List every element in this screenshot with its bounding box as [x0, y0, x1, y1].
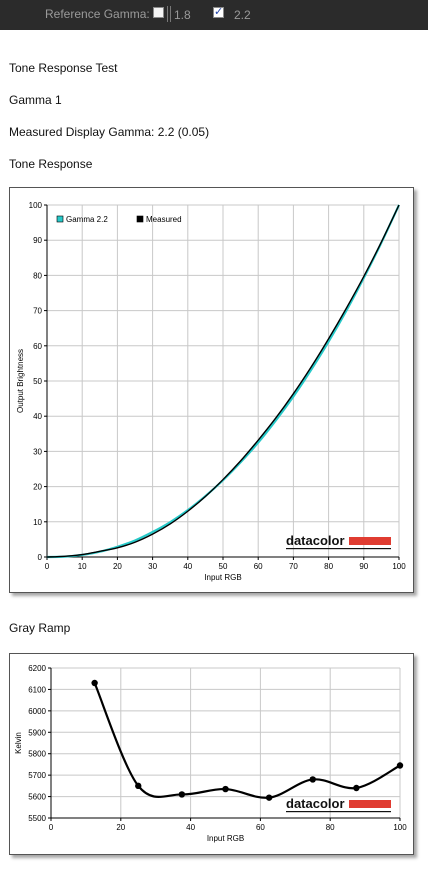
x-tick-label: 50: [219, 562, 228, 571]
x-tick-label: 60: [256, 823, 265, 832]
data-point: [135, 782, 142, 790]
legend-swatch: [136, 215, 144, 223]
gamma-name: Gamma 1: [9, 93, 62, 107]
x-tick-label: 0: [45, 562, 50, 571]
y-axis-label: Kelvin: [14, 732, 23, 754]
y-tick-label: 6200: [28, 664, 46, 673]
datacolor-logo-bar: [349, 800, 391, 808]
data-point: [396, 762, 404, 769]
x-tick-label: 30: [148, 562, 157, 571]
gamma-1-8-label[interactable]: 1.8: [174, 8, 191, 22]
gamma-1-8-checkbox[interactable]: [153, 7, 164, 18]
datacolor-logo: datacolor: [286, 796, 345, 811]
gray-ramp-chart: 0 20 40 60 80 100 5500 5600 5700 5800 5900 6000 6100…: [14, 664, 407, 843]
y-tick-label: 80: [33, 271, 42, 280]
y-tick-label: 0: [38, 553, 43, 562]
gamma-2-2-checkbox[interactable]: [213, 5, 224, 18]
x-axis-label: Input RGB: [204, 573, 241, 582]
data-point: [91, 679, 98, 687]
x-tick-label: 20: [113, 562, 122, 571]
y-tick-label: 5500: [28, 814, 46, 823]
data-point: [353, 784, 360, 792]
x-tick-label: 80: [326, 823, 335, 832]
x-tick-label: 40: [183, 562, 192, 571]
reference-gamma-toolbar: Reference Gamma: 1.8 2.2: [0, 0, 428, 30]
tone-response-chart: 0 10 20 30 40 50 60 70 80 90 100 0 10 20 30 40 50 60 70 80 9…: [16, 201, 406, 582]
gray-ramp-chart-frame: 0 20 40 60 80 100 5500 5600 5700 5800 5900 6000 6100…: [9, 653, 414, 855]
datacolor-logo-bar: [349, 537, 391, 545]
tone-response-chart-frame: 0 10 20 30 40 50 60 70 80 90 100 0 10 20 30 40 50 60 70 80 9…: [9, 187, 414, 593]
y-tick-label: 20: [33, 483, 42, 492]
gamma-2-2-label[interactable]: 2.2: [234, 8, 251, 22]
legend-label: Measured: [146, 215, 182, 224]
y-axis-label: Output Brightness: [16, 349, 25, 413]
y-tick-label: 40: [33, 412, 42, 421]
x-tick-label: 80: [324, 562, 333, 571]
y-tick-label: 90: [33, 236, 42, 245]
test-title: Tone Response Test: [9, 61, 118, 75]
measured-gamma-text: Measured Display Gamma: 2.2 (0.05): [9, 125, 210, 139]
y-tick-label: 60: [33, 342, 42, 351]
gray-ramp-heading: Gray Ramp: [9, 621, 71, 635]
y-tick-label: 5800: [28, 750, 46, 759]
x-tick-label: 70: [289, 562, 298, 571]
data-point: [222, 785, 229, 793]
legend-swatch: [56, 215, 64, 223]
y-tick-label: 5700: [28, 771, 46, 780]
data-point: [309, 776, 316, 783]
text-cursor-icon: [167, 6, 171, 22]
datacolor-logo-underline: [286, 811, 391, 813]
y-tick-label: 70: [33, 307, 42, 316]
reference-gamma-label: Reference Gamma:: [45, 7, 150, 21]
y-tick-label: 5900: [28, 728, 46, 737]
y-tick-label: 6000: [28, 707, 46, 716]
y-tick-label: 5600: [28, 793, 46, 802]
x-tick-label: 60: [254, 562, 263, 571]
legend-label: Gamma 2.2: [66, 215, 108, 224]
data-point: [178, 791, 186, 798]
x-tick-label: 100: [392, 562, 406, 571]
x-axis-label: Input RGB: [207, 834, 244, 843]
y-tick-label: 6100: [28, 685, 46, 694]
x-tick-label: 20: [116, 823, 125, 832]
x-tick-label: 40: [186, 823, 195, 832]
y-tick-label: 50: [33, 377, 42, 386]
y-tick-label: 30: [33, 447, 42, 456]
y-tick-label: 10: [33, 518, 42, 527]
tone-response-heading: Tone Response: [9, 157, 93, 171]
datacolor-logo: datacolor: [286, 533, 345, 548]
y-tick-label: 100: [29, 201, 43, 210]
x-tick-label: 0: [49, 823, 54, 832]
series-line-measured: [46, 204, 400, 558]
series-line-kelvin: [93, 682, 401, 799]
x-tick-label: 90: [359, 562, 368, 571]
datacolor-logo-underline: [286, 548, 391, 550]
x-tick-label: 100: [393, 823, 407, 832]
data-point: [265, 794, 273, 801]
x-tick-label: 10: [78, 562, 87, 571]
